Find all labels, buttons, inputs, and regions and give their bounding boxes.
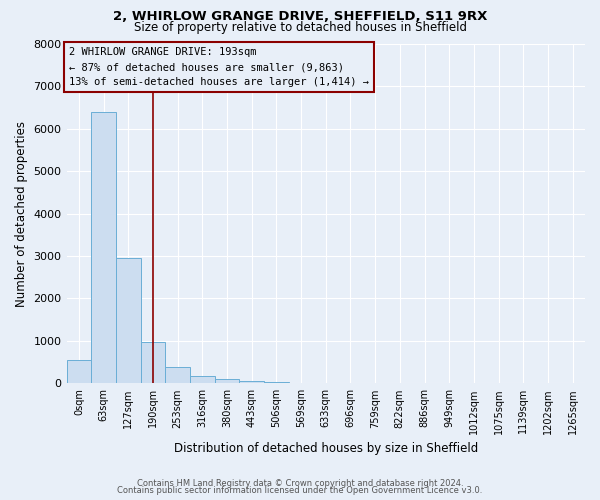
Bar (67, 360, 91, 384)
Bar (116, 258, 140, 384)
Bar (215, 380, 239, 384)
Text: 2 WHIRLOW GRANGE DRIVE: 193sqm
← 87% of detached houses are smaller (9,863)
13% : 2 WHIRLOW GRANGE DRIVE: 193sqm ← 87% of … (69, 48, 369, 87)
Bar (190, 376, 215, 384)
Bar (140, 342, 165, 384)
Bar (165, 367, 190, 384)
Text: 2, WHIRLOW GRANGE DRIVE, SHEFFIELD, S11 9RX: 2, WHIRLOW GRANGE DRIVE, SHEFFIELD, S11 … (113, 10, 487, 23)
Text: Size of property relative to detached houses in Sheffield: Size of property relative to detached ho… (133, 22, 467, 35)
Bar (239, 381, 264, 384)
Y-axis label: Number of detached properties: Number of detached properties (15, 120, 28, 306)
Text: Contains public sector information licensed under the Open Government Licence v3: Contains public sector information licen… (118, 486, 482, 495)
Bar (289, 382, 313, 384)
Text: Contains HM Land Registry data © Crown copyright and database right 2024.: Contains HM Land Registry data © Crown c… (137, 478, 463, 488)
X-axis label: Distribution of detached houses by size in Sheffield: Distribution of detached houses by size … (173, 442, 478, 455)
Bar (91, 112, 116, 384)
Bar (264, 382, 289, 384)
